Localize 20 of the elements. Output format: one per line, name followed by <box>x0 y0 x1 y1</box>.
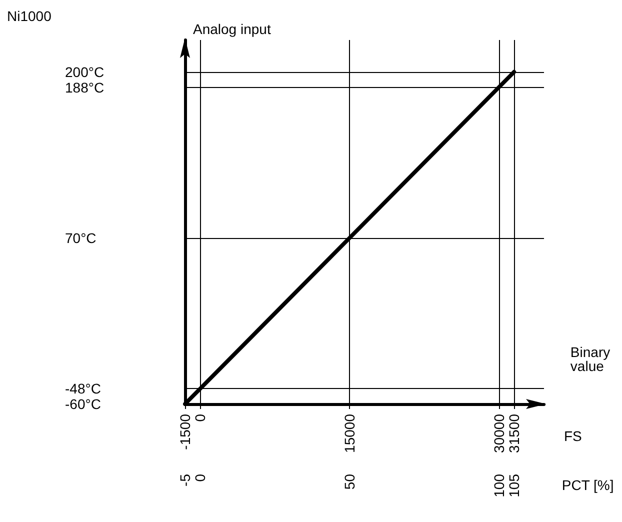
x2-tick-label: -5 <box>177 474 193 486</box>
y-tick-label: 188°C <box>65 79 104 96</box>
y-tick-label: 70°C <box>65 230 96 246</box>
x-tick-label: 31500 <box>506 414 522 453</box>
x2-tick-label: 50 <box>342 474 358 490</box>
y-tick-label: -60°C <box>65 396 101 412</box>
x-tick-label: 0 <box>192 414 208 422</box>
x-tick-label: 30000 <box>491 414 508 453</box>
x-tick-label: 15000 <box>342 414 358 453</box>
x-axis-title: FS <box>564 428 582 444</box>
x2-axis-title: PCT [%] <box>562 477 614 493</box>
y-tick-label: 200°C <box>65 64 104 80</box>
y-axis-title: Analog input <box>193 21 271 37</box>
x-tick-label: -1500 <box>177 414 193 450</box>
y-tick-label: -48°C <box>65 380 101 397</box>
x2-tick-label: 105 <box>506 474 522 498</box>
text: Binary value <box>570 344 614 374</box>
text: Ni1000 <box>7 8 52 24</box>
x2-tick-label: 0 <box>192 474 208 482</box>
x2-tick-label: 100 <box>491 474 508 498</box>
